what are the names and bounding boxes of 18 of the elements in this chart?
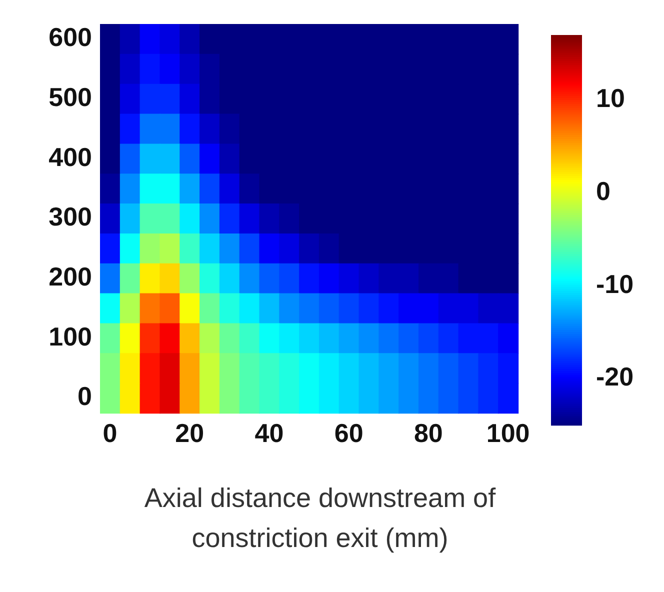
x-tick-label: 60 [334,418,364,448]
y-tick-label: 600 [48,22,92,52]
y-tick-label: 400 [48,142,92,172]
y-tick-label: 300 [48,202,92,232]
color-bar-label: 10 [596,83,625,114]
y-tick-label: 0 [78,381,92,412]
color-bar-label: -10 [596,268,634,299]
x-tick-label: 100 [486,418,530,448]
y-tick-label: 100 [48,321,92,352]
x-axis-title: Axial distance downstream of constriction exit (mm) [143,482,497,555]
color-bar-label: -20 [596,362,634,392]
y-tick-label: 500 [48,82,92,112]
x-tick-label: 40 [254,418,284,448]
x-tick-label: 20 [175,418,204,448]
y-tick-label: 200 [48,262,92,292]
color-bar-label: 0 [596,176,610,206]
x-tick-label: 0 [102,418,118,448]
x-tick-label: 80 [414,418,443,448]
